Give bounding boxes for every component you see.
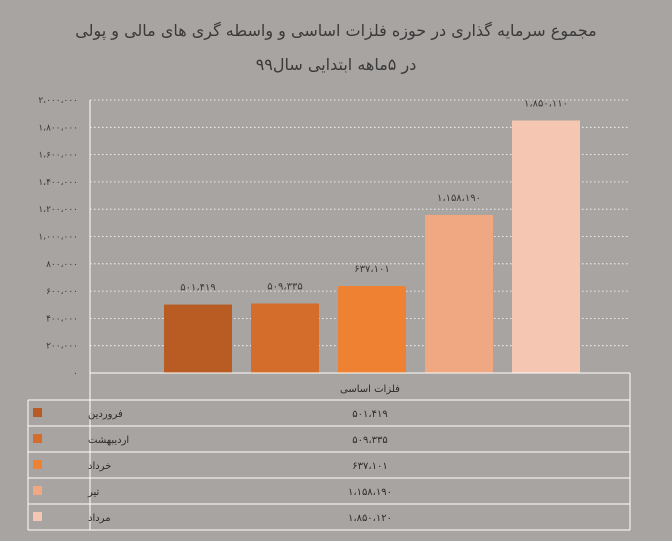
data-labels: ۵۰۱،۴۱۹ ۵۰۹،۳۳۵ ۶۳۷،۱۰۱ ۱،۱۵۸،۱۹۰ ۱،۸۵۰،۱۱۰ [180, 98, 568, 293]
y-tick-label: ۸۰۰،۰۰۰ [46, 260, 78, 270]
legend-swatch-4 [33, 486, 42, 495]
chart-title-line1: مجموع سرمایه گذاری در حوزه فلزات اساسی و… [75, 21, 597, 40]
legend-swatch-3 [33, 460, 42, 469]
legend-label-2: اردیبهشت [88, 435, 129, 446]
legend-swatch-5 [33, 512, 42, 521]
bars [164, 120, 580, 373]
bar-1 [164, 304, 232, 373]
legend-label-5: مرداد [88, 513, 111, 524]
y-tick-label: ۱،۸۰۰،۰۰۰ [38, 123, 78, 133]
table-value-2: ۵۰۹،۳۳۵ [352, 435, 387, 446]
bar-4 [425, 214, 493, 373]
table-value-1: ۵۰۱،۴۱۹ [352, 409, 387, 420]
y-tick-label: ۲۰۰،۰۰۰ [46, 342, 78, 352]
data-label-1: ۵۰۱،۴۱۹ [180, 283, 215, 294]
category-label: فلزات اساسی [340, 384, 400, 395]
bar-2 [251, 303, 319, 373]
table-value-3: ۶۳۷،۱۰۱ [352, 461, 387, 472]
y-tick-label: ۰ [73, 369, 78, 379]
y-axis-ticks: ۰ ۲۰۰،۰۰۰ ۴۰۰،۰۰۰ ۶۰۰،۰۰۰ ۸۰۰،۰۰۰ ۱،۰۰۰،۰۰۰ ۱،… [38, 96, 78, 379]
y-tick-label: ۱،۶۰۰،۰۰۰ [38, 151, 78, 161]
table-value-4: ۱،۱۵۸،۱۹۰ [348, 487, 392, 498]
table-value-5: ۱،۸۵۰،۱۲۰ [348, 513, 392, 524]
y-tick-label: ۱،۴۰۰،۰۰۰ [38, 178, 78, 188]
legend-swatch-1 [33, 408, 42, 417]
data-label-3: ۶۳۷،۱۰۱ [354, 264, 389, 275]
y-tick-label: ۶۰۰،۰۰۰ [46, 287, 78, 297]
y-tick-label: ۲،۰۰۰،۰۰۰ [38, 96, 78, 106]
data-label-4: ۱،۱۵۸،۱۹۰ [437, 193, 481, 204]
chart-title: مجموع سرمایه گذاری در حوزه فلزات اساسی و… [0, 14, 672, 82]
bar-3 [338, 286, 406, 373]
chart-title-line2: در ۵ماهه ابتدایی سال۹۹ [255, 55, 417, 74]
gridlines [89, 99, 630, 373]
legend-label-3: خرداد [88, 461, 111, 472]
data-table: فلزات اساسی فروردین ۵۰۱،۴۱۹ اردیبهشت ۵۰۹،۳۳… [27, 372, 631, 531]
legend-label-4: تیر [87, 487, 100, 498]
data-label-2: ۵۰۹،۳۳۵ [267, 281, 302, 292]
bar-5 [512, 120, 580, 373]
y-tick-label: ۴۰۰،۰۰۰ [46, 314, 78, 324]
data-label-5: ۱،۸۵۰،۱۱۰ [524, 98, 568, 109]
y-tick-label: ۱،۲۰۰،۰۰۰ [38, 205, 78, 215]
y-tick-label: ۱،۰۰۰،۰۰۰ [38, 233, 78, 243]
legend-label-1: فروردین [88, 409, 123, 420]
legend-swatch-2 [33, 434, 42, 443]
